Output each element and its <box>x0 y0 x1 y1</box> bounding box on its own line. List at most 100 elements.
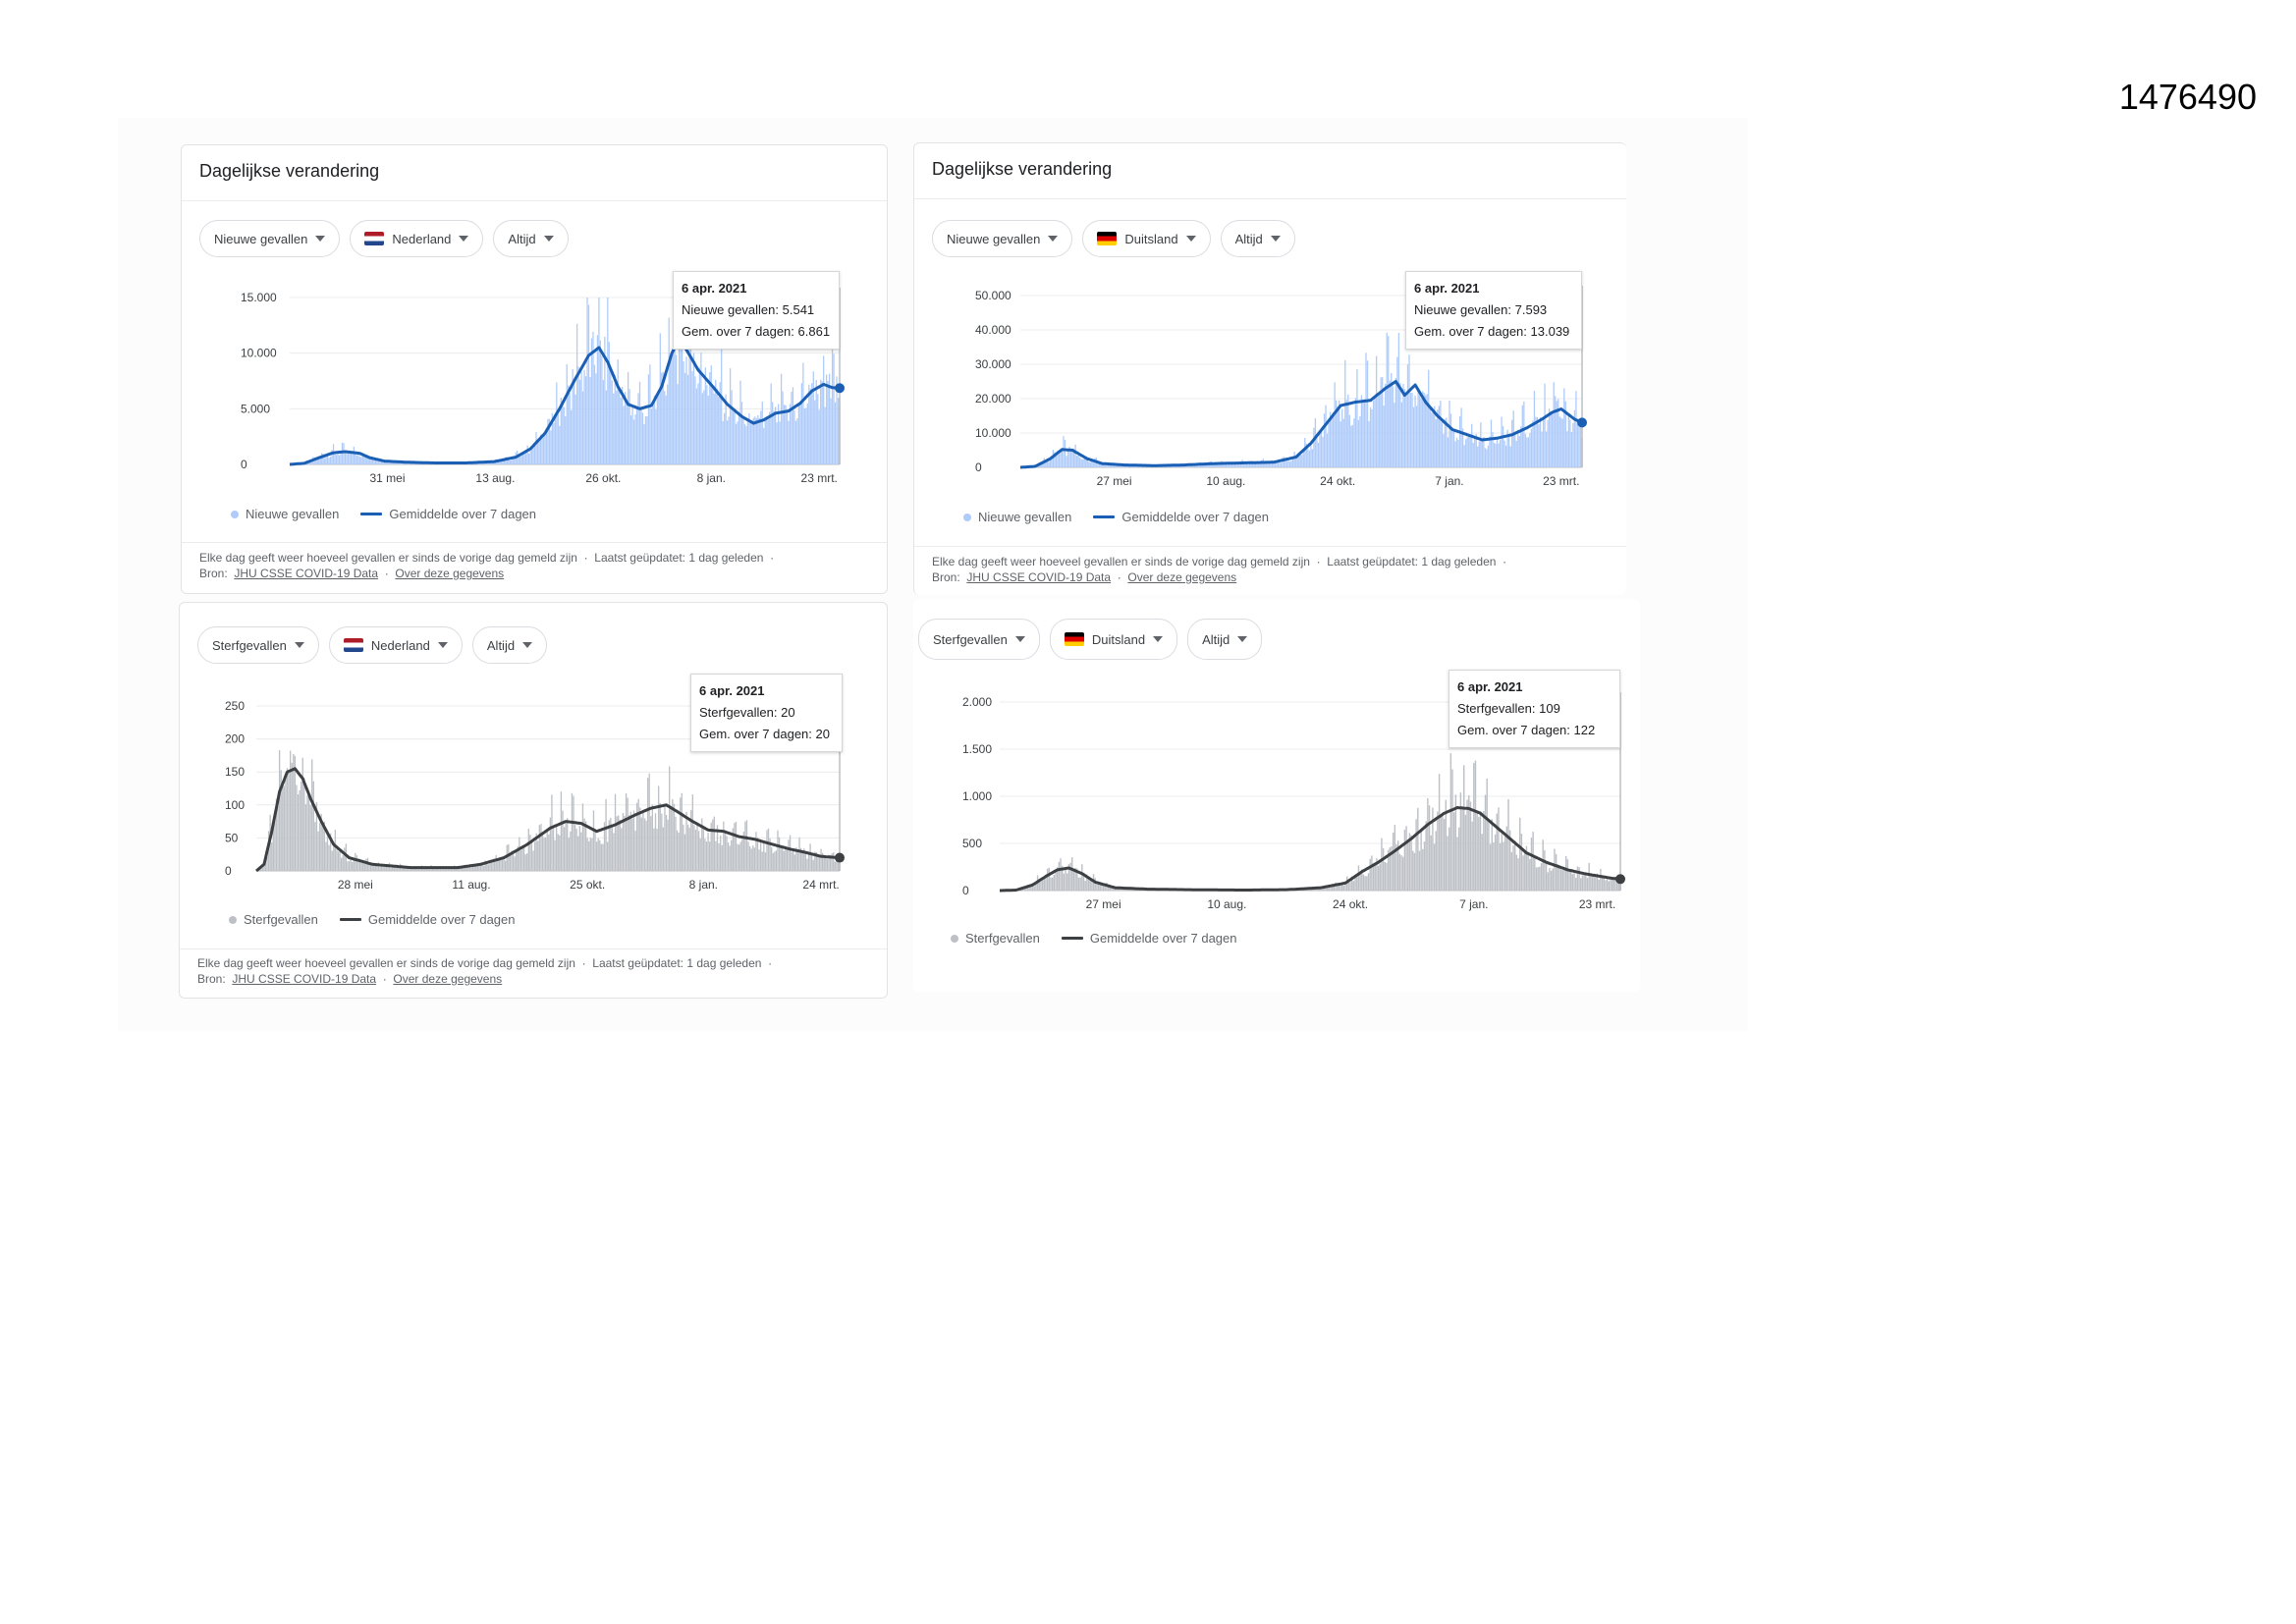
daily-bar <box>758 849 760 871</box>
daily-bar <box>557 834 559 871</box>
daily-bar <box>683 834 686 871</box>
daily-bar <box>640 406 642 464</box>
about-data-link[interactable]: Over deze gegevens <box>393 972 503 986</box>
metric-dropdown[interactable]: Sterfgevallen <box>918 619 1040 660</box>
metric-dropdown[interactable]: Sterfgevallen <box>197 626 319 664</box>
daily-bar <box>799 847 802 871</box>
country-dropdown[interactable]: Duitsland <box>1082 220 1211 257</box>
tooltip-line-1: Sterfgevallen: 109 <box>1457 701 1560 716</box>
daily-bar <box>1573 409 1576 467</box>
daily-bar <box>837 858 840 871</box>
daily-bar <box>600 843 603 871</box>
daily-bar <box>748 412 750 464</box>
x-tick-label: 26 okt. <box>585 471 621 485</box>
daily-bar <box>559 835 561 871</box>
daily-bar <box>376 460 378 464</box>
daily-bar <box>1522 855 1524 891</box>
daily-bar <box>1030 885 1032 891</box>
chart-nl-cases[interactable]: 0 5.000 10.000 15.000 31 mei 13 aug. 26 okt. 8 … <box>182 268 887 504</box>
daily-bar <box>1046 868 1049 891</box>
daily-bar <box>739 380 741 464</box>
daily-bar <box>639 807 641 871</box>
daily-bar <box>363 455 365 464</box>
daily-bar <box>1361 869 1363 891</box>
daily-bar <box>1341 408 1343 467</box>
daily-bar <box>557 413 559 464</box>
daily-bar <box>1282 457 1284 467</box>
daily-bar <box>343 443 345 464</box>
country-dropdown[interactable]: Nederland <box>350 220 484 257</box>
daily-bar <box>1364 876 1366 891</box>
daily-bar <box>1478 817 1480 891</box>
daily-bar <box>1122 889 1124 891</box>
about-data-link[interactable]: Over deze gegevens <box>1127 570 1237 584</box>
daily-bar <box>1052 450 1055 467</box>
metric-dropdown[interactable]: Nieuwe gevallen <box>199 220 341 257</box>
daily-bar <box>812 371 814 464</box>
daily-bar <box>697 383 699 464</box>
legend-label-bars: Sterfgevallen <box>965 931 1040 946</box>
country-dropdown[interactable]: Nederland <box>328 626 463 664</box>
daily-bar <box>1476 811 1478 891</box>
daily-bar <box>1253 461 1255 467</box>
daily-bar <box>1527 854 1529 891</box>
daily-bar <box>277 805 279 871</box>
source-link[interactable]: JHU CSSE COVID-19 Data <box>966 570 1112 584</box>
daily-bar <box>712 819 714 871</box>
daily-bar <box>640 817 642 871</box>
range-dropdown[interactable]: Altijd <box>1187 619 1263 660</box>
daily-bar <box>734 408 736 464</box>
source-link[interactable]: JHU CSSE COVID-19 Data <box>232 972 377 986</box>
daily-bar <box>573 795 574 871</box>
daily-bar <box>690 810 692 871</box>
daily-bar <box>1534 855 1536 891</box>
daily-bar <box>363 860 365 871</box>
daily-bar <box>458 867 461 871</box>
x-tick-label: 23 mrt. <box>1543 474 1579 488</box>
chart-tooltip: 6 apr. 2021 Sterfgevallen: 20 Gem. over … <box>690 674 843 752</box>
daily-bar <box>791 851 793 871</box>
x-tick-label: 31 mei <box>370 471 406 485</box>
daily-bar <box>803 407 805 464</box>
source-link[interactable]: JHU CSSE COVID-19 Data <box>234 567 379 580</box>
chart-de-cases[interactable]: 0 10.000 20.000 30.000 40.000 50.000 27 mei 10 … <box>914 266 1626 507</box>
range-dropdown[interactable]: Altijd <box>1220 220 1295 257</box>
daily-bar <box>1427 798 1429 891</box>
avg-line <box>289 337 840 466</box>
daily-bar <box>1593 876 1595 891</box>
daily-bar <box>307 793 310 871</box>
daily-bar <box>1560 417 1562 467</box>
filter-chips: Nieuwe gevallen Duitsland Altijd <box>932 220 1295 257</box>
daily-bar <box>759 841 762 871</box>
daily-bar <box>1077 452 1079 467</box>
range-dropdown[interactable]: Altijd <box>471 626 548 664</box>
daily-bar <box>1512 844 1514 891</box>
chart-de-deaths[interactable]: 0 500 1.000 1.500 2.000 27 mei 10 aug. 24 okt. 7… <box>913 673 1640 933</box>
daily-bar <box>767 828 770 871</box>
metric-dropdown-label: Nieuwe gevallen <box>214 231 308 246</box>
y-tick-label: 50 <box>225 831 239 844</box>
daily-bar <box>1316 436 1318 467</box>
daily-bar <box>312 781 314 871</box>
daily-bar <box>1466 437 1468 467</box>
metric-dropdown[interactable]: Nieuwe gevallen <box>932 220 1073 257</box>
daily-bar <box>1129 465 1131 467</box>
daily-bar <box>350 856 352 871</box>
range-dropdown[interactable]: Altijd <box>493 220 569 257</box>
daily-bar <box>317 831 319 871</box>
daily-bar <box>321 453 323 464</box>
daily-bar <box>1287 460 1289 467</box>
about-data-link[interactable]: Over deze gegevens <box>395 567 505 580</box>
daily-bar <box>552 827 555 871</box>
daily-bar <box>643 424 645 464</box>
daily-bar <box>502 459 504 464</box>
country-dropdown[interactable]: Duitsland <box>1049 619 1178 660</box>
daily-bar <box>1484 448 1487 467</box>
daily-bar <box>427 868 429 871</box>
daily-bar <box>1304 437 1306 467</box>
daily-bar <box>315 459 317 464</box>
daily-bar <box>1296 457 1298 467</box>
daily-bar <box>780 373 783 464</box>
daily-bar <box>1359 416 1361 467</box>
daily-bar <box>478 866 480 871</box>
